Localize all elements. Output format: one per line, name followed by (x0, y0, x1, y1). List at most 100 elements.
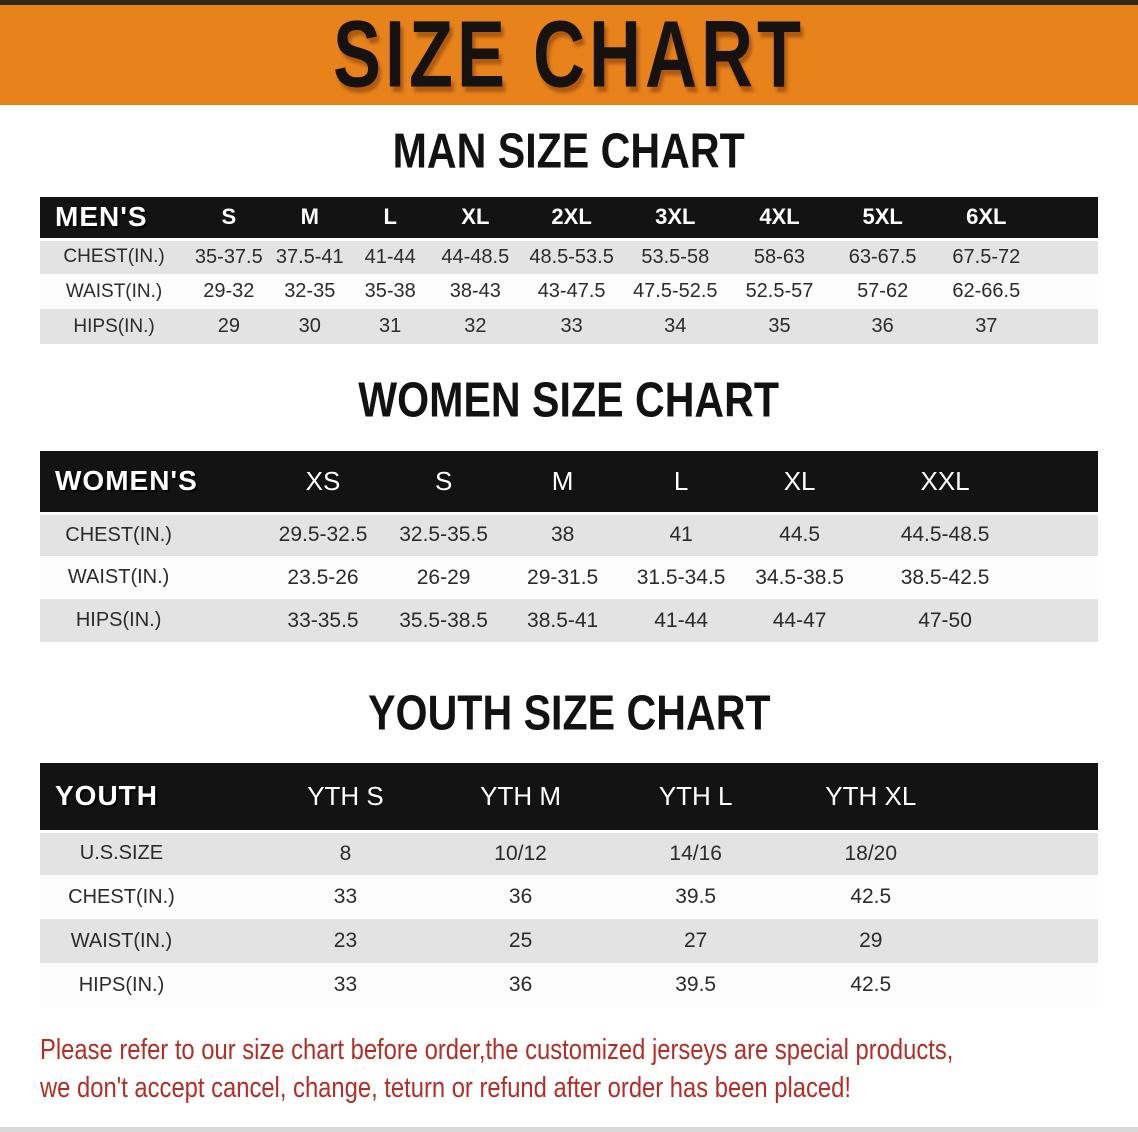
filler-header-cell (1038, 197, 1098, 241)
row-label-cell: CHEST(IN.) (40, 239, 189, 274)
size-header-cell: L (621, 451, 741, 515)
value-cell: 23.5-26 (262, 556, 384, 599)
value-cell: 33 (257, 875, 434, 919)
size-header-cell: S (188, 197, 270, 241)
value-cell: 52.5-57 (727, 274, 832, 309)
value-cell: 31.5-34.5 (621, 556, 741, 599)
value-cell: 43-47.5 (520, 274, 623, 309)
value-cell: 39.5 (608, 963, 784, 1007)
disclaimer: Please refer to our size chart before or… (40, 1031, 1138, 1107)
women-hips-row: HIPS(IN.) 33-35.5 35.5-38.5 38.5-41 41-4… (40, 599, 1098, 642)
row-label-cell: WAIST(IN.) (40, 556, 263, 599)
banner: SIZE CHART (0, 2, 1138, 108)
size-header-cell: 4XL (727, 197, 832, 241)
value-cell: 26-29 (383, 556, 504, 599)
value-cell: 29.5-32.5 (262, 513, 384, 556)
value-cell: 41-44 (349, 239, 431, 274)
size-header-cell: 6XL (933, 197, 1039, 241)
value-cell: 44-47 (740, 599, 859, 642)
women-waist-row: WAIST(IN.) 23.5-26 26-29 29-31.5 31.5-34… (40, 556, 1098, 599)
size-header-cell: L (349, 197, 431, 241)
value-cell: 36 (433, 963, 609, 1007)
value-cell: 38.5-41 (503, 599, 622, 642)
section-heading-women: WOMEN SIZE CHART (0, 372, 1138, 427)
value-cell: 35 (727, 309, 832, 344)
row-label-cell: CHEST(IN.) (40, 513, 263, 556)
top-strip (0, 0, 1138, 5)
filler-cell (1031, 556, 1098, 599)
banner-title: SIZE CHART (333, 2, 805, 108)
size-header-cell: YTH M (433, 763, 609, 833)
value-cell: 10/12 (433, 831, 609, 875)
men-hips-row: HIPS(IN.) 29 30 31 32 33 34 35 36 37 (40, 309, 1098, 344)
men-waist-row: WAIST(IN.) 29-32 32-35 35-38 38-43 43-47… (40, 274, 1098, 309)
size-header-cell: 2XL (520, 197, 623, 241)
value-cell: 41 (621, 513, 741, 556)
row-label-cell: CHEST(IN.) (40, 875, 258, 919)
value-cell: 23 (257, 919, 434, 963)
youth-hips-row: HIPS(IN.) 33 36 39.5 42.5 (40, 963, 1098, 1007)
filler-header-cell (958, 763, 1098, 833)
women-table-title-cell: WOMEN'S (40, 451, 263, 515)
youth-table-header-row: YOUTH YTH S YTH M YTH L YTH XL (40, 763, 1098, 833)
bottom-strip (0, 1127, 1138, 1132)
men-table-title-cell: MEN'S (40, 197, 189, 241)
value-cell: 36 (433, 875, 609, 919)
filler-cell (958, 831, 1098, 875)
youth-ussize-row: U.S.SIZE 8 10/12 14/16 18/20 (40, 831, 1098, 875)
size-header-cell: XS (262, 451, 384, 515)
women-size-chart-heading: WOMEN SIZE CHART (358, 371, 780, 428)
filler-cell (1031, 599, 1098, 642)
value-cell: 38-43 (430, 274, 521, 309)
value-cell: 44.5 (740, 513, 859, 556)
value-cell: 30 (269, 309, 350, 344)
men-size-table: MEN'S S M L XL 2XL 3XL 4XL 5XL 6XL CHEST… (40, 197, 1098, 344)
value-cell: 27 (608, 919, 784, 963)
youth-size-chart-heading: YOUTH SIZE CHART (367, 684, 771, 741)
row-label-cell: HIPS(IN.) (40, 599, 263, 642)
value-cell: 47-50 (858, 599, 1032, 642)
value-cell: 67.5-72 (933, 239, 1039, 274)
size-header-cell: YTH XL (783, 763, 959, 833)
value-cell: 39.5 (608, 875, 784, 919)
value-cell: 48.5-53.5 (520, 239, 623, 274)
disclaimer-line-2: we don't accept cancel, change, teturn o… (40, 1072, 851, 1104)
value-cell: 41-44 (621, 599, 741, 642)
filler-cell (958, 919, 1098, 963)
youth-table-title-cell: YOUTH (40, 763, 258, 833)
value-cell: 37.5-41 (269, 239, 350, 274)
youth-size-table: YOUTH YTH S YTH M YTH L YTH XL U.S.SIZE … (40, 763, 1098, 1007)
value-cell: 29 (783, 919, 959, 963)
value-cell: 8 (257, 831, 434, 875)
value-cell: 53.5-58 (622, 239, 728, 274)
size-header-cell: YTH L (608, 763, 784, 833)
value-cell: 33 (257, 963, 434, 1007)
size-header-cell: 3XL (622, 197, 728, 241)
value-cell: 44.5-48.5 (858, 513, 1032, 556)
row-label-cell: U.S.SIZE (40, 831, 258, 875)
value-cell: 57-62 (831, 274, 934, 309)
value-cell: 38 (503, 513, 622, 556)
value-cell: 29-31.5 (503, 556, 622, 599)
youth-chest-row: CHEST(IN.) 33 36 39.5 42.5 (40, 875, 1098, 919)
filler-cell (1031, 513, 1098, 556)
women-table-header-row: WOMEN'S XS S M L XL XXL (40, 451, 1098, 515)
value-cell: 37 (933, 309, 1039, 344)
value-cell: 42.5 (783, 875, 959, 919)
value-cell: 62-66.5 (933, 274, 1039, 309)
size-header-cell: XL (430, 197, 521, 241)
value-cell: 34 (622, 309, 728, 344)
size-header-cell: XL (740, 451, 859, 515)
value-cell: 44-48.5 (430, 239, 521, 274)
size-header-cell: M (503, 451, 622, 515)
filler-cell (1038, 309, 1098, 344)
row-label-cell: HIPS(IN.) (40, 963, 258, 1007)
youth-waist-row: WAIST(IN.) 23 25 27 29 (40, 919, 1098, 963)
man-size-chart-heading: MAN SIZE CHART (392, 122, 746, 179)
size-header-cell: YTH S (257, 763, 434, 833)
section-heading-man: MAN SIZE CHART (0, 123, 1138, 178)
value-cell: 63-67.5 (831, 239, 934, 274)
value-cell: 35-37.5 (188, 239, 270, 274)
women-chest-row: CHEST(IN.) 29.5-32.5 32.5-35.5 38 41 44.… (40, 513, 1098, 556)
men-chest-row: CHEST(IN.) 35-37.5 37.5-41 41-44 44-48.5… (40, 239, 1098, 274)
